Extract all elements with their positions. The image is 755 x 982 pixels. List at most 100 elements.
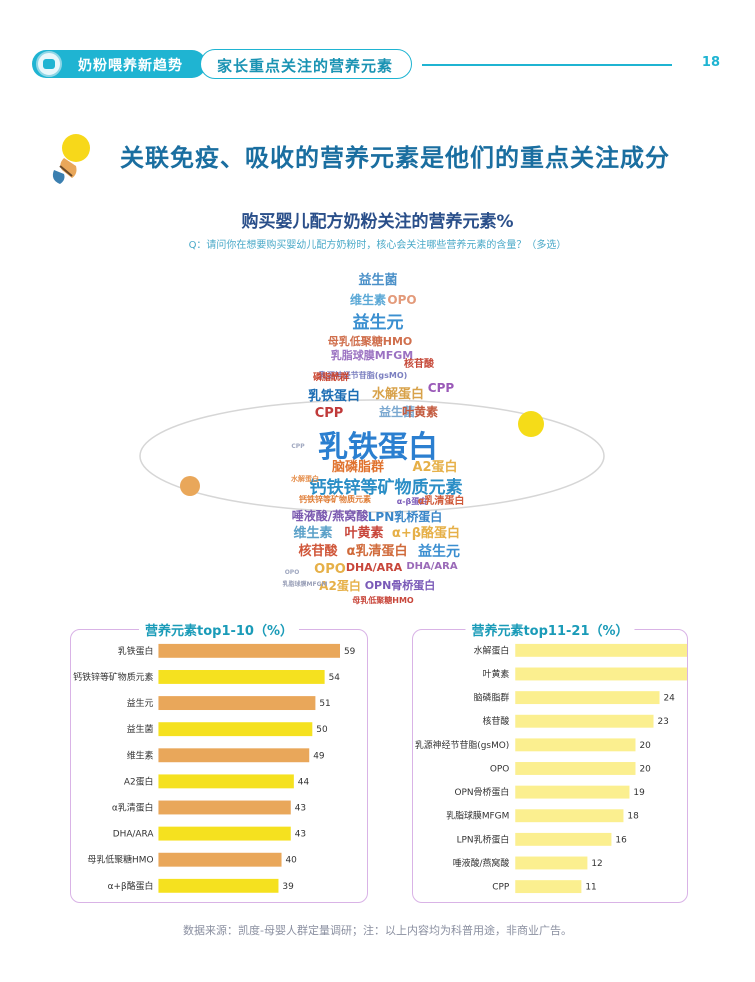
word-cloud-term: DHA/ARA xyxy=(406,561,458,572)
bar xyxy=(158,800,291,815)
bar-value-label: 40 xyxy=(286,856,298,866)
word-cloud-term: OPO xyxy=(284,569,300,576)
bar xyxy=(515,643,687,657)
page-header: 奶粉喂养新趋势 家长重点关注的营养元素 18 xyxy=(32,48,722,80)
bar-value-label: 18 xyxy=(627,812,639,822)
bar xyxy=(158,826,291,841)
bar-category-label: 母乳低聚糖HMO xyxy=(87,854,153,866)
word-cloud-term: 益生菌 xyxy=(358,273,398,288)
bar-chart-top1-10: 乳铁蛋白 59 钙铁锌等矿物质元素 54 益生元 51 益生菌 50 维生素 49 A2蛋白 44 α乳… xyxy=(73,643,356,893)
word-cloud-term: DHA/ARA xyxy=(345,561,403,574)
bar xyxy=(515,738,636,752)
lightbulb-icon xyxy=(52,134,90,184)
page-number: 18 xyxy=(701,55,720,70)
word-cloud-term: OPN骨桥蛋白 xyxy=(364,579,436,592)
bar-value-label: 23 xyxy=(657,717,668,727)
bar-value-label: 51 xyxy=(319,699,330,709)
bar-category-label: 钙铁锌等矿物质元素 xyxy=(73,671,153,683)
bar xyxy=(158,643,341,658)
orbit-dot-yellow xyxy=(518,411,544,437)
word-cloud-term: α乳清蛋白 xyxy=(417,496,465,507)
panel-title-top11-21: 营养元素top11-21（%） xyxy=(465,620,635,639)
word-cloud-term: 益生元 xyxy=(418,544,460,560)
chart-title: 购买婴儿配方奶粉关注的营养元素% xyxy=(241,212,514,232)
word-cloud-term: CPP xyxy=(314,406,344,421)
page-headline: 关联免疫、吸收的营养元素是他们的重点关注成分 xyxy=(120,144,670,172)
word-cloud-term: CPP xyxy=(427,381,455,395)
bar-category-label: 乳脂球膜MFGM xyxy=(446,810,509,822)
bar xyxy=(158,696,316,711)
bar-category-label: 脑磷脂群 xyxy=(474,692,510,704)
bar-value-label: 39 xyxy=(282,882,294,892)
bar-value-label: 43 xyxy=(295,830,306,840)
bar-value-label: 50 xyxy=(316,725,328,735)
bar xyxy=(515,880,582,894)
word-cloud-term: 乳脂球膜MFGM xyxy=(330,349,414,362)
bar xyxy=(158,852,282,867)
bar-category-label: α+β酪蛋白 xyxy=(108,880,154,892)
word-cloud-term: 益生菌 xyxy=(378,405,416,419)
word-cloud-term: 磷脂酰群 xyxy=(312,373,350,383)
section-tab: 家长重点关注的营养元素 xyxy=(200,49,412,79)
word-cloud-term: 维生素 xyxy=(349,293,387,307)
bar-value-label: 11 xyxy=(585,883,596,893)
bar xyxy=(158,878,279,893)
bar xyxy=(515,667,687,681)
panel-top11-21: 营养元素top11-21（%） 水解蛋白35叶黄素35脑磷脂群24核苷酸23乳源… xyxy=(412,620,688,903)
section-label: 奶粉喂养新趋势 xyxy=(78,58,183,74)
bar xyxy=(158,670,325,684)
bar-value-label: 19 xyxy=(633,788,645,798)
bar-category-label: A2蛋白 xyxy=(124,775,154,787)
bar-value-label: 44 xyxy=(298,777,310,787)
word-cloud-term: 脑磷脂群 xyxy=(331,460,385,475)
bar-category-label: 乳源神经节苷脂(gsMO) xyxy=(415,739,509,751)
panel-top1-10: 营养元素top1-10（%） 乳铁蛋白 59 钙铁锌等矿物质元素 54 益生元 51 益生菌… xyxy=(70,620,368,903)
word-cloud-term: 维生素 xyxy=(293,526,333,541)
word-cloud-term: 核苷酸 xyxy=(404,359,434,370)
bar xyxy=(515,762,636,775)
orbit-dot-orange xyxy=(180,476,200,496)
bar-category-label: 核苷酸 xyxy=(483,715,510,727)
word-cloud-term: 叶黄素 xyxy=(344,526,384,541)
bar-value-label: 59 xyxy=(344,647,356,657)
word-cloud-term: 乳源神经节苷脂(gsMO) xyxy=(318,371,408,380)
word-cloud-term: 乳脂球膜MFGM xyxy=(282,581,328,588)
word-cloud-term: A2蛋白 xyxy=(412,460,458,475)
bar-category-label: 叶黄素 xyxy=(483,668,510,680)
baby-bottle-icon xyxy=(36,51,62,77)
bar-value-label: 16 xyxy=(615,835,627,845)
bar-value-label: 49 xyxy=(313,751,325,761)
word-cloud-term: 水解蛋白 xyxy=(371,387,425,402)
word-cloud-term: 水解蛋白 xyxy=(291,475,319,483)
word-cloud-term: 乳铁蛋白 xyxy=(307,389,361,404)
bar-category-label: OPO xyxy=(490,764,509,774)
word-cloud-term: 钙铁锌等矿物质元素 xyxy=(299,495,371,504)
bar-value-label: 20 xyxy=(639,741,651,751)
bar-category-label: 益生菌 xyxy=(127,723,154,735)
bar xyxy=(515,809,624,823)
section-tab-label: 家长重点关注的营养元素 xyxy=(217,57,394,75)
bar xyxy=(515,691,660,705)
bar xyxy=(515,856,588,870)
word-cloud-term: A2蛋白 xyxy=(319,579,361,593)
bar-value-label: 43 xyxy=(295,803,306,813)
word-cloud-term: 母乳低聚糖HMO xyxy=(327,335,413,348)
bar-value-label: 24 xyxy=(663,694,675,704)
word-cloud-term: 乳铁蛋白 xyxy=(318,430,438,465)
bar xyxy=(515,714,654,728)
bar-category-label: LPN乳桥蛋白 xyxy=(457,833,510,845)
bar xyxy=(158,722,313,737)
bar-chart-top11-21: 水解蛋白35叶黄素35脑磷脂群24核苷酸23乳源神经节苷脂(gsMO)20OPO… xyxy=(415,643,687,894)
word-cloud-term: α-β蛋白 xyxy=(396,497,428,506)
bar-category-label: 唾液酸/燕窝酸 xyxy=(453,857,510,869)
word-cloud-term: 母乳低聚糖HMO xyxy=(352,596,414,605)
word-cloud-term: 益生元 xyxy=(352,313,404,333)
bar-category-label: 维生素 xyxy=(127,749,154,761)
word-cloud-term: CPP xyxy=(291,443,305,450)
panel-title-top1-10: 营养元素top1-10（%） xyxy=(138,620,300,639)
word-cloud-term: 唾液酸/燕窝酸 xyxy=(291,509,369,523)
word-cloud-term: α+β酪蛋白 xyxy=(391,526,461,541)
source-footnote: 数据来源：凯度-母婴人群定量调研；注：以上内容均为科普用途，非商业广告。 xyxy=(183,924,572,937)
bar-category-label: 水解蛋白 xyxy=(474,644,510,656)
bar-value-label: 54 xyxy=(329,673,341,683)
